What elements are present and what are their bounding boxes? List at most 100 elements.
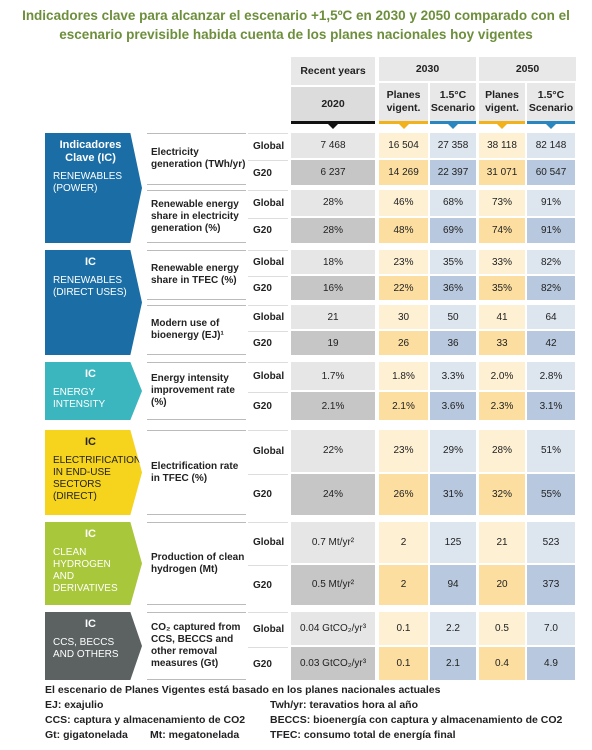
value-cell: 82 148 <box>527 133 575 158</box>
value-cell: 21 <box>479 522 525 563</box>
region: G20 <box>248 217 288 243</box>
value-cell: 2.3% <box>479 392 525 420</box>
region: Global <box>248 612 288 645</box>
value-cell: 91% <box>527 217 575 243</box>
group-tag: IC <box>85 618 96 630</box>
value-cell: 82% <box>527 276 575 300</box>
abbreviation: Mt: megatonelada <box>150 729 240 741</box>
value-cell: 26% <box>379 473 428 515</box>
group-tag: IC <box>85 368 96 380</box>
header-marker <box>291 121 375 124</box>
value-cell: 38 118 <box>479 133 525 158</box>
abbreviation: TFEC: consumo total de energía final <box>270 729 456 741</box>
group-arrow: IC CCS, BECCS AND OTHERS <box>45 612 142 680</box>
value-cell: 36% <box>430 276 476 300</box>
value-cell: 27 358 <box>430 133 476 158</box>
region: G20 <box>248 392 288 420</box>
value-cell: 2 <box>379 564 428 605</box>
indicator-label: Energy intensity improvement rate (%) <box>147 362 246 420</box>
value-cell: 31% <box>430 473 476 515</box>
header-marker <box>379 121 428 124</box>
header-column: Planes vigent. <box>379 83 428 121</box>
indicator-label: Electrification rate in TFEC (%) <box>147 430 246 515</box>
value-cell: 31 071 <box>479 160 525 185</box>
value-cell: 46% <box>379 190 428 216</box>
value-cell: 21 <box>291 305 375 329</box>
value-cell: 3.3% <box>430 362 476 390</box>
value-cell: 7 468 <box>291 133 375 158</box>
value-cell: 19 <box>291 331 375 355</box>
value-cell: 16 504 <box>379 133 428 158</box>
header-marker <box>479 121 525 124</box>
value-cell: 32% <box>479 473 525 515</box>
header-period: 2050 <box>479 57 576 81</box>
value-cell: 23% <box>379 250 428 274</box>
value-cell: 2.0% <box>479 362 525 390</box>
value-cell: 0.04 GtCO₂/yr³ <box>291 612 375 645</box>
value-cell: 35% <box>479 276 525 300</box>
value-cell: 2 <box>379 522 428 563</box>
value-cell: 22 397 <box>430 160 476 185</box>
value-cell: 0.1 <box>379 612 428 645</box>
title: Indicadores clave para alcanzar el escen… <box>22 8 570 42</box>
header-marker-tip <box>448 124 458 129</box>
value-cell: 26 <box>379 331 428 355</box>
header-period: 2030 <box>379 57 476 81</box>
value-cell: 28% <box>291 190 375 216</box>
value-cell: 28% <box>291 217 375 243</box>
value-cell: 33 <box>479 331 525 355</box>
region: G20 <box>248 647 288 680</box>
value-cell: 16% <box>291 276 375 300</box>
group-arrow: IC ENERGY INTENSITY <box>45 362 142 420</box>
value-cell: 48% <box>379 217 428 243</box>
value-cell: 2.1 <box>430 647 476 680</box>
value-cell: 94 <box>430 564 476 605</box>
value-cell: 0.5 Mt/yr² <box>291 564 375 605</box>
value-cell: 51% <box>527 430 575 472</box>
header-column: 1.5°C Scenario <box>527 83 575 121</box>
group-name: CLEAN HYDROGEN AND DERIVATIVES <box>53 547 118 594</box>
group-tag: IC <box>85 528 96 540</box>
value-cell: 24% <box>291 473 375 515</box>
value-cell: 2.8% <box>527 362 575 390</box>
region: Global <box>248 362 288 390</box>
group-name: RENEWABLES (POWER) <box>53 171 123 194</box>
value-cell: 4.9 <box>527 647 575 680</box>
header-marker-tip <box>497 124 507 129</box>
value-cell: 373 <box>527 564 575 605</box>
region: G20 <box>248 276 288 300</box>
header-marker-tip <box>546 124 556 129</box>
indicator-label: Production of clean hydrogen (Mt) <box>147 522 246 605</box>
region: G20 <box>248 473 288 515</box>
value-cell: 41 <box>479 305 525 329</box>
value-cell: 22% <box>379 276 428 300</box>
value-cell: 3.6% <box>430 392 476 420</box>
value-cell: 0.1 <box>379 647 428 680</box>
group-name: CCS, BECCS AND OTHERS <box>53 637 119 660</box>
header-column: 1.5°C Scenario <box>430 83 476 121</box>
region: Global <box>248 305 288 329</box>
value-cell: 82% <box>527 250 575 274</box>
region: Global <box>248 522 288 563</box>
group-name: ELECTRIFICATION IN END-USE SECTORS (DIRE… <box>53 455 142 502</box>
group-tag: IC <box>85 256 96 268</box>
region: Global <box>248 190 288 216</box>
group-arrow: IC RENEWABLES (DIRECT USES) <box>45 250 142 355</box>
abbreviation: Gt: gigatonelada <box>45 729 128 741</box>
value-cell: 23% <box>379 430 428 472</box>
header-year: 2020 <box>291 87 375 121</box>
indicator-label: Renewable energy share in electricity ge… <box>147 190 246 243</box>
value-cell: 22% <box>291 430 375 472</box>
value-cell: 68% <box>430 190 476 216</box>
abbreviation: BECCS: bioenergía con captura y almacena… <box>270 714 563 726</box>
value-cell: 29% <box>430 430 476 472</box>
value-cell: 28% <box>479 430 525 472</box>
value-cell: 30 <box>379 305 428 329</box>
value-cell: 125 <box>430 522 476 563</box>
value-cell: 0.03 GtCO₂/yr³ <box>291 647 375 680</box>
value-cell: 69% <box>430 217 476 243</box>
header-recent: Recent years <box>291 57 375 85</box>
value-cell: 2.1% <box>291 392 375 420</box>
group-arrow: Indicadores Clave (IC) RENEWABLES (POWER) <box>45 133 142 243</box>
